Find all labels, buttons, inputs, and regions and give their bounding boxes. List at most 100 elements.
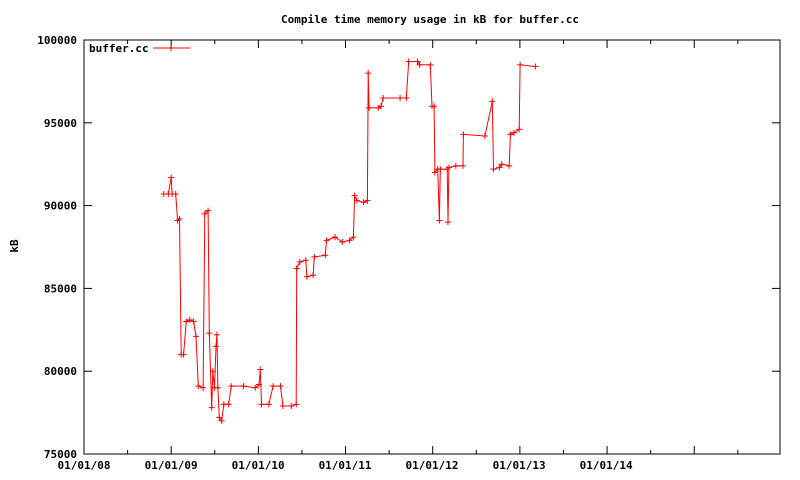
data-point xyxy=(437,166,444,173)
data-point xyxy=(195,383,202,390)
data-point xyxy=(183,318,190,325)
x-tick-label: 01/01/12 xyxy=(406,459,459,472)
data-point xyxy=(516,126,523,133)
data-point xyxy=(510,129,517,136)
series-group xyxy=(160,58,539,424)
series-line xyxy=(163,61,536,423)
data-point xyxy=(517,61,524,68)
data-point xyxy=(296,258,303,265)
x-tick-label: 01/01/10 xyxy=(232,459,285,472)
data-point xyxy=(353,197,360,204)
data-point xyxy=(310,272,317,279)
data-point xyxy=(498,161,505,168)
data-point xyxy=(277,383,284,390)
data-point xyxy=(256,381,263,388)
data-point xyxy=(303,273,310,280)
data-point xyxy=(403,94,410,101)
x-axis: 01/01/08 01/01/09 01/01/10 01/01/11 01/01/12… xyxy=(58,40,739,472)
data-point xyxy=(265,401,272,408)
data-point xyxy=(350,234,357,241)
x-tick-label: 01/01/09 xyxy=(145,459,198,472)
data-point xyxy=(405,58,412,65)
data-point xyxy=(445,164,452,171)
y-axis: 75000 80000 85000 90000 95000 100000 xyxy=(37,34,780,461)
y-tick-label: 85000 xyxy=(44,282,77,295)
y-tick-label: 90000 xyxy=(44,200,77,213)
legend: buffer.cc xyxy=(89,42,190,55)
data-point xyxy=(431,103,438,110)
data-point xyxy=(209,368,216,375)
data-point xyxy=(459,162,466,169)
data-point xyxy=(496,164,503,171)
data-point xyxy=(213,331,220,338)
legend-label-buffer-cc: buffer.cc xyxy=(89,42,149,55)
data-point xyxy=(365,70,372,77)
data-point xyxy=(322,252,329,259)
x-tick-label: 01/01/08 xyxy=(58,459,111,472)
data-point xyxy=(532,63,539,70)
data-point xyxy=(490,166,497,173)
data-point xyxy=(228,383,235,390)
data-point xyxy=(364,197,371,204)
y-tick-label: 75000 xyxy=(44,448,77,461)
data-point xyxy=(186,316,193,323)
plot-frame xyxy=(83,39,781,455)
y-tick-label: 100000 xyxy=(37,34,77,47)
data-point xyxy=(206,330,213,337)
data-point xyxy=(436,217,443,224)
data-point xyxy=(506,162,513,169)
data-point xyxy=(208,404,215,411)
data-point xyxy=(460,131,467,138)
data-point xyxy=(200,384,207,391)
data-point xyxy=(214,384,221,391)
data-point xyxy=(339,239,346,246)
data-point xyxy=(180,351,187,358)
data-point xyxy=(205,207,212,214)
data-point xyxy=(346,237,353,244)
data-point xyxy=(225,401,232,408)
data-point xyxy=(288,402,295,409)
data-point xyxy=(172,191,179,198)
chart-title: Compile time memory usage in kB for buff… xyxy=(281,13,579,26)
data-point xyxy=(427,61,434,68)
data-point xyxy=(192,333,199,340)
legend-marker xyxy=(168,45,174,51)
data-point xyxy=(378,103,385,110)
data-point xyxy=(212,343,219,350)
data-point xyxy=(302,257,309,264)
data-point xyxy=(190,318,197,325)
data-point xyxy=(444,219,451,226)
x-tick-label: 01/01/14 xyxy=(580,459,633,472)
data-point xyxy=(240,383,247,390)
x-tick-label: 01/01/13 xyxy=(493,459,546,472)
data-point xyxy=(168,174,175,181)
data-point xyxy=(201,210,208,217)
data-point xyxy=(311,253,318,260)
data-point xyxy=(332,234,339,241)
data-point xyxy=(414,58,421,65)
data-point xyxy=(323,237,330,244)
data-point xyxy=(293,265,300,272)
data-point xyxy=(416,61,423,68)
data-point xyxy=(258,401,265,408)
data-point xyxy=(216,414,223,421)
data-point xyxy=(481,133,488,140)
data-point xyxy=(252,384,259,391)
data-point xyxy=(366,104,373,111)
data-point xyxy=(293,401,300,408)
data-point xyxy=(452,162,459,169)
y-tick-label: 95000 xyxy=(44,117,77,130)
data-point xyxy=(507,131,514,138)
data-point xyxy=(431,169,438,176)
data-point xyxy=(218,417,225,424)
data-point xyxy=(270,383,277,390)
data-point xyxy=(279,402,286,409)
data-point xyxy=(257,366,264,373)
data-point xyxy=(176,215,183,222)
data-point xyxy=(397,94,404,101)
data-point xyxy=(489,98,496,105)
x-tick-label: 01/01/11 xyxy=(319,459,372,472)
data-point xyxy=(360,199,367,206)
data-point xyxy=(380,94,387,101)
